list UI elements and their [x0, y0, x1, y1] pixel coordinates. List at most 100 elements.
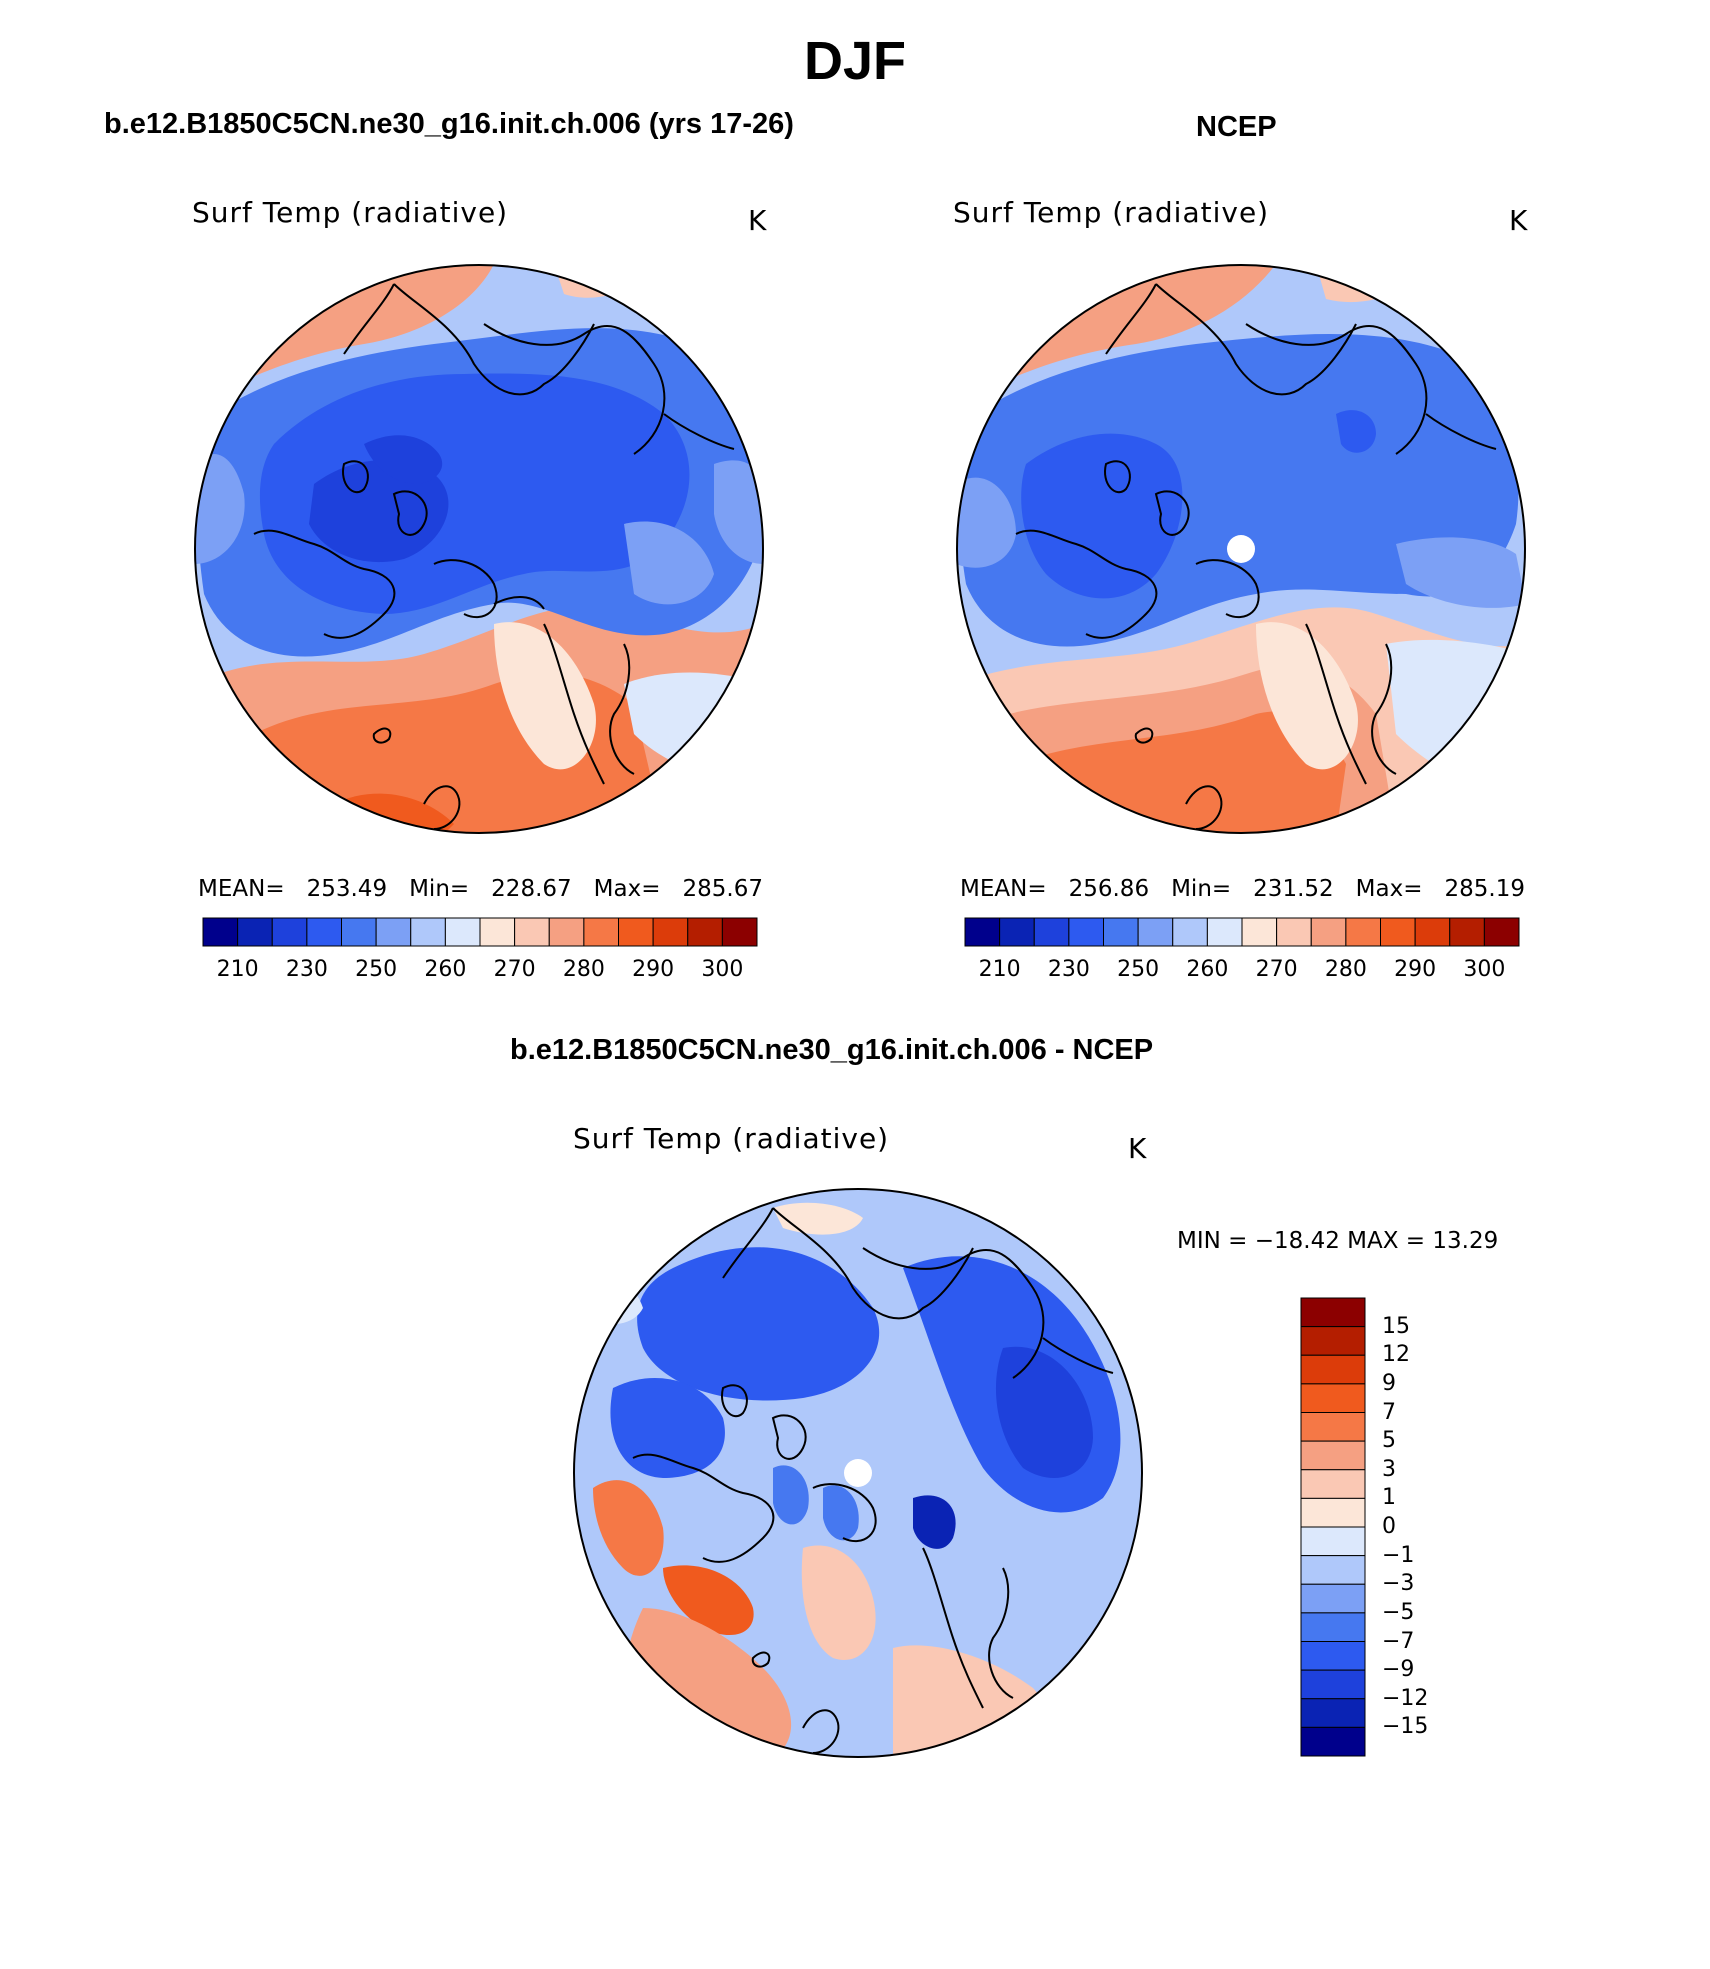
colorbar-swatch [479, 917, 516, 947]
diff-colorbar [1300, 1297, 1366, 1757]
colorbar-tick-label: 7 [1382, 1399, 1396, 1425]
colorbar-tick-label: 260 [424, 957, 467, 982]
colorbar-swatch [1300, 1440, 1366, 1471]
left-polar-map [194, 264, 764, 834]
left-colorbar [202, 917, 758, 947]
colorbar-swatch [687, 917, 723, 947]
right-units-label: K [1509, 204, 1529, 237]
colorbar-tick-label: 0 [1382, 1514, 1396, 1539]
colorbar-swatch [1300, 1412, 1366, 1442]
colorbar-tick-label: 290 [632, 957, 675, 982]
left-panel-title: b.e12.B1850C5CN.ne30_g16.init.ch.006 (yr… [104, 108, 794, 140]
left-mean-value: 253.49 [306, 876, 388, 902]
colorbar-swatch [1033, 917, 1070, 947]
colorbar-tick-label: 3 [1382, 1456, 1396, 1482]
colorbar-swatch [1068, 917, 1104, 947]
colorbar-swatch [1103, 917, 1139, 947]
colorbar-tick-label: 250 [1117, 957, 1160, 982]
right-max-value: 285.19 [1444, 876, 1525, 902]
colorbar-swatch [1300, 1641, 1366, 1671]
colorbar-swatch [1300, 1526, 1366, 1557]
colorbar-tick-label: 15 [1382, 1313, 1410, 1339]
colorbar-swatch [1300, 1612, 1366, 1642]
colorbar-swatch [1300, 1555, 1366, 1585]
colorbar-swatch [1414, 917, 1451, 947]
colorbar-tick-label: 280 [1324, 957, 1367, 982]
colorbar-swatch [444, 917, 481, 947]
right-min-value: 231.52 [1253, 876, 1334, 902]
diff-variable-label: Surf Temp (radiative) [573, 1122, 890, 1155]
diff-minmax: MIN = −18.42 MAX = 13.29 [1177, 1228, 1499, 1254]
colorbar-tick-label: 300 [701, 957, 744, 982]
colorbar-tick-label: −7 [1382, 1628, 1415, 1654]
colorbar-swatch [652, 917, 689, 947]
colorbar-swatch [1300, 1383, 1366, 1413]
colorbar-swatch [1483, 917, 1520, 947]
colorbar-tick-label: 250 [355, 957, 398, 982]
colorbar-swatch [271, 917, 308, 947]
colorbar-tick-label: 270 [1255, 957, 1298, 982]
colorbar-swatch [1300, 1469, 1366, 1499]
right-variable-label: Surf Temp (radiative) [953, 196, 1270, 229]
left-min-value: 228.67 [491, 876, 572, 902]
colorbar-swatch [237, 917, 273, 947]
colorbar-swatch [1380, 917, 1416, 947]
colorbar-swatch [1206, 917, 1243, 947]
colorbar-swatch [1345, 917, 1381, 947]
right-panel-title: NCEP [1196, 111, 1277, 143]
colorbar-swatch [1300, 1698, 1366, 1728]
colorbar-tick-label: 300 [1463, 957, 1506, 982]
colorbar-swatch [999, 917, 1035, 947]
colorbar-swatch [721, 917, 758, 947]
colorbar-tick-label: −1 [1382, 1542, 1415, 1568]
colorbar-swatch [202, 917, 239, 947]
colorbar-swatch [514, 917, 550, 947]
colorbar-tick-label: −9 [1382, 1657, 1415, 1683]
right-stats: MEAN= 256.86 Min= 231.52 Max= 285.19 [960, 876, 1525, 902]
colorbar-tick-label: 290 [1394, 957, 1437, 982]
diff-panel-title: b.e12.B1850C5CN.ne30_g16.init.ch.006 - N… [510, 1034, 1154, 1066]
colorbar-tick-label: 230 [1047, 957, 1090, 982]
colorbar-swatch [1300, 1726, 1366, 1757]
colorbar-swatch [306, 917, 342, 947]
right-colorbar [964, 917, 1520, 947]
colorbar-tick-label: 260 [1186, 957, 1229, 982]
colorbar-swatch [410, 917, 446, 947]
diff-units-label: K [1128, 1132, 1148, 1165]
colorbar-swatch [1276, 917, 1312, 947]
colorbar-tick-label: 9 [1382, 1370, 1396, 1396]
colorbar-swatch [1300, 1497, 1366, 1528]
colorbar-swatch [1241, 917, 1278, 947]
colorbar-tick-label: 270 [493, 957, 536, 982]
pole-marker [1227, 535, 1255, 563]
colorbar-swatch [1300, 1354, 1366, 1385]
colorbar-tick-label: −12 [1382, 1685, 1429, 1711]
colorbar-swatch [1449, 917, 1485, 947]
colorbar-tick-label: −15 [1382, 1714, 1429, 1740]
colorbar-tick-label: −5 [1382, 1599, 1415, 1625]
figure-title: DJF [803, 31, 906, 91]
colorbar-swatch [375, 917, 412, 947]
pole-marker [844, 1459, 872, 1487]
left-units-label: K [748, 204, 768, 237]
colorbar-swatch [1300, 1326, 1366, 1356]
left-max-value: 285.67 [682, 876, 763, 902]
colorbar-tick-label: 230 [285, 957, 328, 982]
colorbar-swatch [1137, 917, 1174, 947]
colorbar-swatch [964, 917, 1001, 947]
colorbar-swatch [341, 917, 377, 947]
colorbar-tick-label: 5 [1382, 1428, 1396, 1454]
colorbar-swatch [1310, 917, 1347, 947]
colorbar-swatch [1300, 1297, 1366, 1328]
colorbar-tick-label: 210 [978, 957, 1021, 982]
left-variable-label: Surf Temp (radiative) [192, 196, 509, 229]
difference-polar-map [573, 1188, 1143, 1758]
colorbar-swatch [1300, 1669, 1366, 1700]
colorbar-swatch [1300, 1583, 1366, 1614]
right-mean-value: 256.86 [1068, 876, 1150, 902]
colorbar-tick-label: 12 [1382, 1342, 1410, 1368]
colorbar-tick-label: 210 [216, 957, 259, 982]
colorbar-tick-label: 280 [562, 957, 605, 982]
colorbar-tick-label: −3 [1382, 1571, 1415, 1597]
colorbar-tick-label: 1 [1382, 1485, 1396, 1511]
